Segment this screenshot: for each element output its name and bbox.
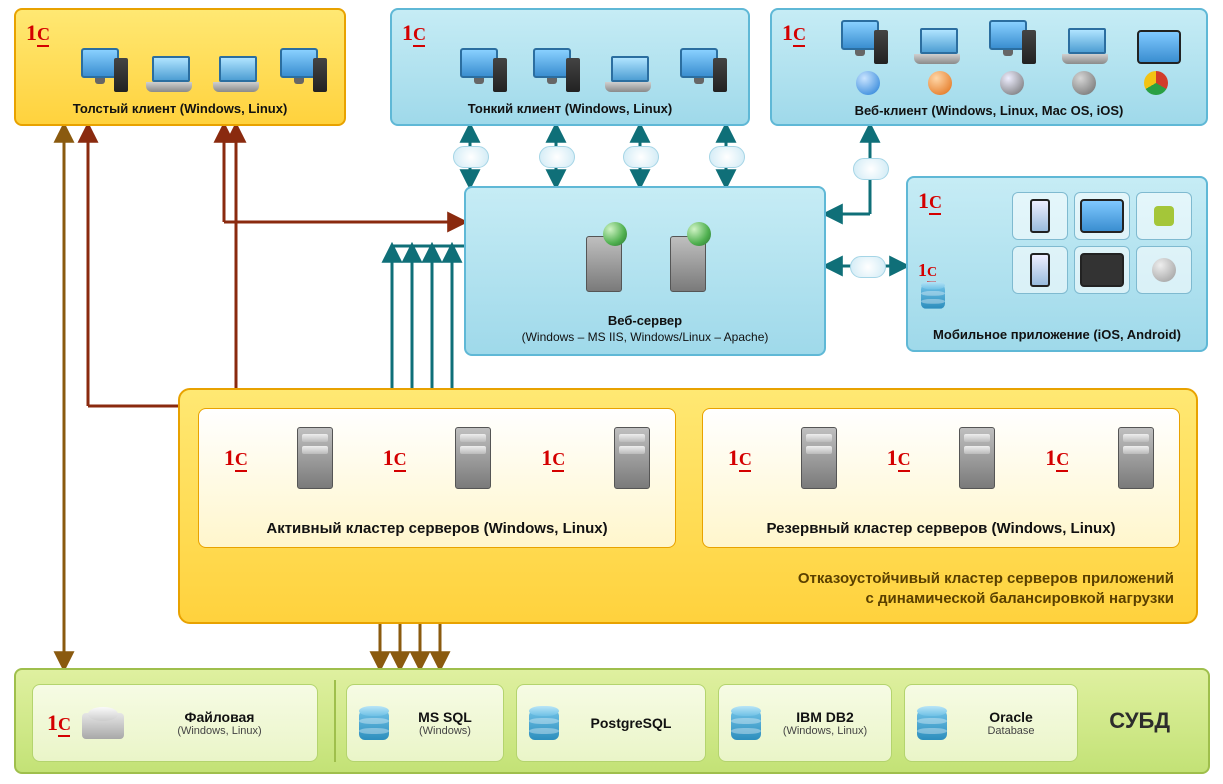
desktop-icon bbox=[989, 20, 1033, 64]
onec-logo-icon: 1C bbox=[224, 445, 247, 472]
webserver-icon bbox=[581, 222, 625, 292]
onec-logo-icon: 1C bbox=[887, 445, 910, 472]
onec-logo-icon: 1C bbox=[383, 445, 406, 472]
cloud-icon bbox=[453, 146, 489, 168]
cloud-icon bbox=[850, 256, 886, 278]
laptop-icon bbox=[914, 28, 960, 64]
mobile-box: 1C 1C Мобильное приложение (iOS, Android… bbox=[906, 176, 1208, 352]
phone-icon bbox=[1030, 199, 1050, 233]
db-mssql-sub: (Windows) bbox=[399, 725, 491, 737]
diagram-canvas: 1C Толстый клиент (Windows, Linux) 1C То… bbox=[0, 0, 1223, 784]
onec-logo-icon: 1C bbox=[26, 20, 49, 47]
desktop-icon bbox=[841, 20, 885, 64]
cluster-text-1: Отказоустойчивый кластер серверов прилож… bbox=[798, 569, 1174, 589]
thick-client-label: Толстый клиент (Windows, Linux) bbox=[16, 101, 344, 116]
thick-client-box: 1C Толстый клиент (Windows, Linux) bbox=[14, 8, 346, 126]
db-mssql-label: MS SQL bbox=[399, 709, 491, 725]
web-server-sub: (Windows – MS IIS, Windows/Linux – Apach… bbox=[466, 330, 824, 344]
db-mssql-box: MS SQL (Windows) bbox=[346, 684, 504, 762]
web-server-box: Веб-сервер (Windows – MS IIS, Windows/Li… bbox=[464, 186, 826, 356]
apple-icon bbox=[1152, 258, 1176, 282]
onec-logo-icon: 1C bbox=[782, 20, 805, 47]
desktop-icon bbox=[81, 48, 125, 92]
desktop-icon bbox=[460, 48, 504, 92]
cloud-icon bbox=[539, 146, 575, 168]
db-pg-label: PostgreSQL bbox=[569, 715, 693, 731]
thin-client-label: Тонкий клиент (Windows, Linux) bbox=[392, 101, 748, 116]
db-pg-box: PostgreSQL bbox=[516, 684, 706, 762]
webserver-icon bbox=[665, 222, 709, 292]
onec-logo-icon: 1C bbox=[728, 445, 751, 472]
safari-icon bbox=[1000, 71, 1024, 95]
web-server-label: Веб-сервер bbox=[608, 313, 682, 328]
subd-label: СУБД bbox=[1109, 708, 1170, 734]
tablet-icon bbox=[1137, 30, 1181, 64]
onec-logo-icon: 1C bbox=[541, 445, 564, 472]
server-icon bbox=[297, 427, 333, 489]
db-oracle-sub: Database bbox=[957, 725, 1065, 737]
iphone-icon bbox=[1030, 253, 1050, 287]
chrome-icon bbox=[1144, 71, 1168, 95]
db-db2-sub: (Windows, Linux) bbox=[771, 725, 879, 737]
db-icon bbox=[917, 706, 947, 740]
db-separator bbox=[334, 680, 336, 762]
server-icon bbox=[455, 427, 491, 489]
db-db2-box: IBM DB2 (Windows, Linux) bbox=[718, 684, 892, 762]
firefox-icon bbox=[928, 71, 952, 95]
tablet-icon bbox=[1080, 199, 1124, 233]
ipad-icon bbox=[1080, 253, 1124, 287]
laptop-icon bbox=[605, 56, 651, 92]
hdd-icon bbox=[82, 707, 124, 739]
db-icon bbox=[921, 281, 945, 308]
web-client-label: Веб-клиент (Windows, Linux, Mac OS, iOS) bbox=[772, 103, 1206, 118]
mobile-label: Мобильное приложение (iOS, Android) bbox=[908, 327, 1206, 342]
db-file-box: 1C Файловая (Windows, Linux) bbox=[32, 684, 318, 762]
db-oracle-box: Oracle Database bbox=[904, 684, 1078, 762]
ie-icon bbox=[856, 71, 880, 95]
desktop-icon bbox=[533, 48, 577, 92]
cluster-outer-box: 1C 1C 1C Активный кластер серверов (Wind… bbox=[178, 388, 1198, 624]
db-icon bbox=[731, 706, 761, 740]
web-client-box: 1C Веб-клиент (Windows, Linux, Mac OS, i… bbox=[770, 8, 1208, 126]
safari2-icon bbox=[1072, 71, 1096, 95]
thin-client-box: 1C Тонкий клиент (Windows, Linux) bbox=[390, 8, 750, 126]
cluster-active-label: Активный кластер серверов (Windows, Linu… bbox=[199, 520, 675, 537]
desktop-icon bbox=[280, 48, 324, 92]
cluster-reserve-label: Резервный кластер серверов (Windows, Lin… bbox=[703, 520, 1179, 537]
cluster-reserve-box: 1C 1C 1C Резервный кластер серверов (Win… bbox=[702, 408, 1180, 548]
cluster-text-2: с динамической балансировкой нагрузки bbox=[798, 589, 1174, 609]
laptop-icon bbox=[213, 56, 259, 92]
onec-logo-icon: 1C bbox=[1045, 445, 1068, 472]
cluster-active-box: 1C 1C 1C Активный кластер серверов (Wind… bbox=[198, 408, 676, 548]
server-icon bbox=[801, 427, 837, 489]
cloud-icon bbox=[853, 158, 889, 180]
cloud-icon bbox=[709, 146, 745, 168]
onec-logo-icon: 1C bbox=[47, 710, 70, 737]
server-icon bbox=[1118, 427, 1154, 489]
laptop-icon bbox=[1062, 28, 1108, 64]
db-icon bbox=[529, 706, 559, 740]
db-icon bbox=[359, 706, 389, 740]
db-db2-label: IBM DB2 bbox=[771, 709, 879, 725]
laptop-icon bbox=[146, 56, 192, 92]
db-file-sub: (Windows, Linux) bbox=[136, 725, 303, 737]
db-file-label: Файловая bbox=[136, 709, 303, 725]
db-outer-box: 1C Файловая (Windows, Linux) MS SQL (Win… bbox=[14, 668, 1210, 774]
android-icon bbox=[1154, 206, 1174, 226]
onec-logo-icon: 1C bbox=[918, 260, 936, 283]
desktop-icon bbox=[680, 48, 724, 92]
onec-logo-icon: 1C bbox=[402, 20, 425, 47]
onec-logo-icon: 1C bbox=[918, 188, 941, 215]
db-oracle-label: Oracle bbox=[957, 709, 1065, 725]
server-icon bbox=[959, 427, 995, 489]
server-icon bbox=[614, 427, 650, 489]
cloud-icon bbox=[623, 146, 659, 168]
